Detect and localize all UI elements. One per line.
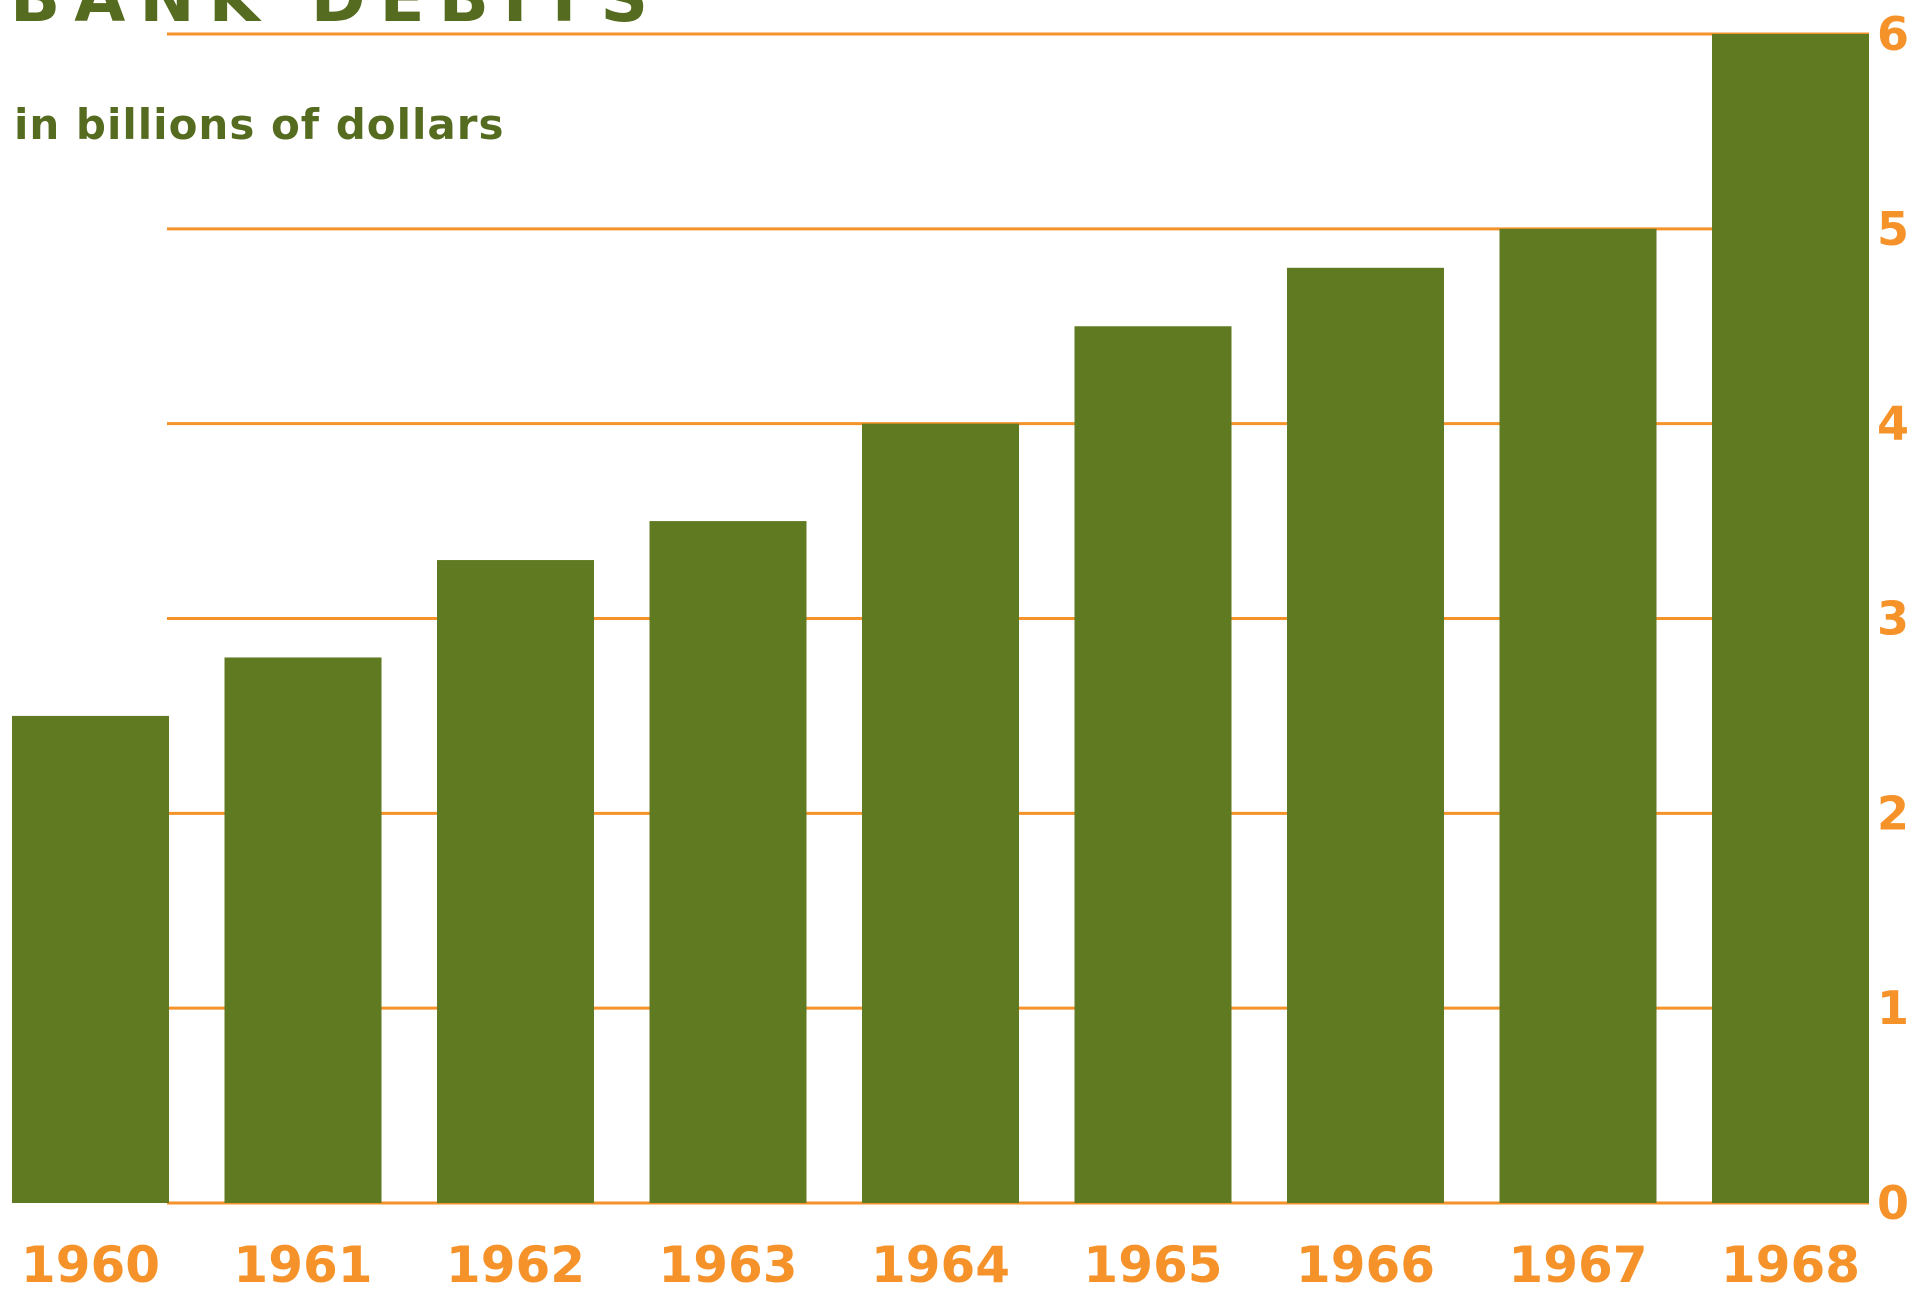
y-tick-label-6: 6 [1877, 7, 1909, 61]
y-tick-label-1: 1 [1877, 981, 1909, 1035]
bar-1963 [649, 521, 807, 1203]
bar-1966 [1287, 267, 1444, 1203]
y-tick-label-4: 4 [1877, 397, 1909, 451]
x-tick-label-1962: 1962 [446, 1236, 585, 1286]
bar-1962 [437, 560, 594, 1203]
x-tick-label-1964: 1964 [871, 1236, 1010, 1286]
chart-subtitle: in billions of dollars [14, 100, 505, 149]
x-tick-label-1965: 1965 [1083, 1236, 1222, 1286]
bar-1968 [1712, 34, 1869, 1203]
x-tick-label-1967: 1967 [1508, 1236, 1647, 1286]
y-tick-label-2: 2 [1877, 786, 1909, 840]
y-axis-labels: 0 1 2 3 4 5 6 [1877, 7, 1909, 1230]
bar-1961 [224, 657, 382, 1203]
y-tick-label-3: 3 [1877, 592, 1909, 646]
x-tick-label-1961: 1961 [233, 1236, 372, 1286]
bar-1965 [1074, 326, 1232, 1203]
bars [12, 34, 1869, 1204]
x-tick-label-1968: 1968 [1721, 1236, 1860, 1286]
chart-title: BANK DEBITS [10, 0, 662, 32]
bar-1964 [862, 423, 1019, 1204]
x-tick-label-1963: 1963 [658, 1236, 797, 1286]
y-tick-label-0: 0 [1877, 1176, 1909, 1230]
bar-1960 [12, 715, 169, 1203]
x-axis-labels: 1960 1961 1962 1963 1964 1965 1966 1967 1968 [21, 1236, 1860, 1290]
bar-1967 [1499, 228, 1657, 1204]
x-tick-label-1960: 1960 [21, 1236, 160, 1286]
y-tick-label-5: 5 [1877, 202, 1909, 256]
x-tick-label-1966: 1966 [1296, 1236, 1435, 1286]
